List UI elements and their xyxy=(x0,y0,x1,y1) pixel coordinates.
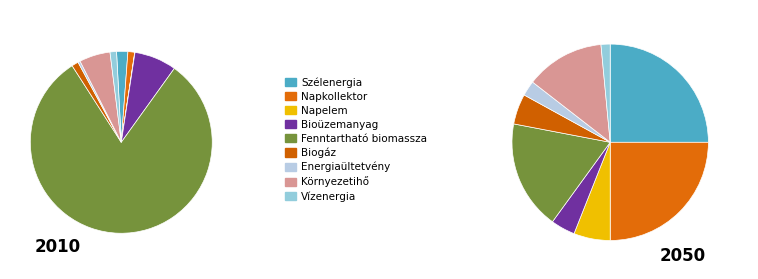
Wedge shape xyxy=(574,142,610,240)
Legend: Szélenergia, Napkollektor, Napelem, Bioüzemanyag, Fenntartható biomassza, Biogáz: Szélenergia, Napkollektor, Napelem, Bioü… xyxy=(283,75,429,204)
Wedge shape xyxy=(30,66,212,233)
Wedge shape xyxy=(524,82,610,142)
Wedge shape xyxy=(121,52,135,142)
Wedge shape xyxy=(601,44,610,142)
Wedge shape xyxy=(553,142,610,234)
Wedge shape xyxy=(72,62,121,142)
Wedge shape xyxy=(610,44,709,142)
Wedge shape xyxy=(512,124,610,222)
Wedge shape xyxy=(78,61,121,142)
Wedge shape xyxy=(121,52,135,142)
Wedge shape xyxy=(80,52,121,142)
Wedge shape xyxy=(110,51,121,142)
Wedge shape xyxy=(610,142,709,240)
Text: 2050: 2050 xyxy=(659,247,706,265)
Wedge shape xyxy=(117,51,128,142)
Text: 2010: 2010 xyxy=(35,238,81,256)
Wedge shape xyxy=(121,52,174,142)
Wedge shape xyxy=(533,45,610,142)
Wedge shape xyxy=(514,95,610,142)
